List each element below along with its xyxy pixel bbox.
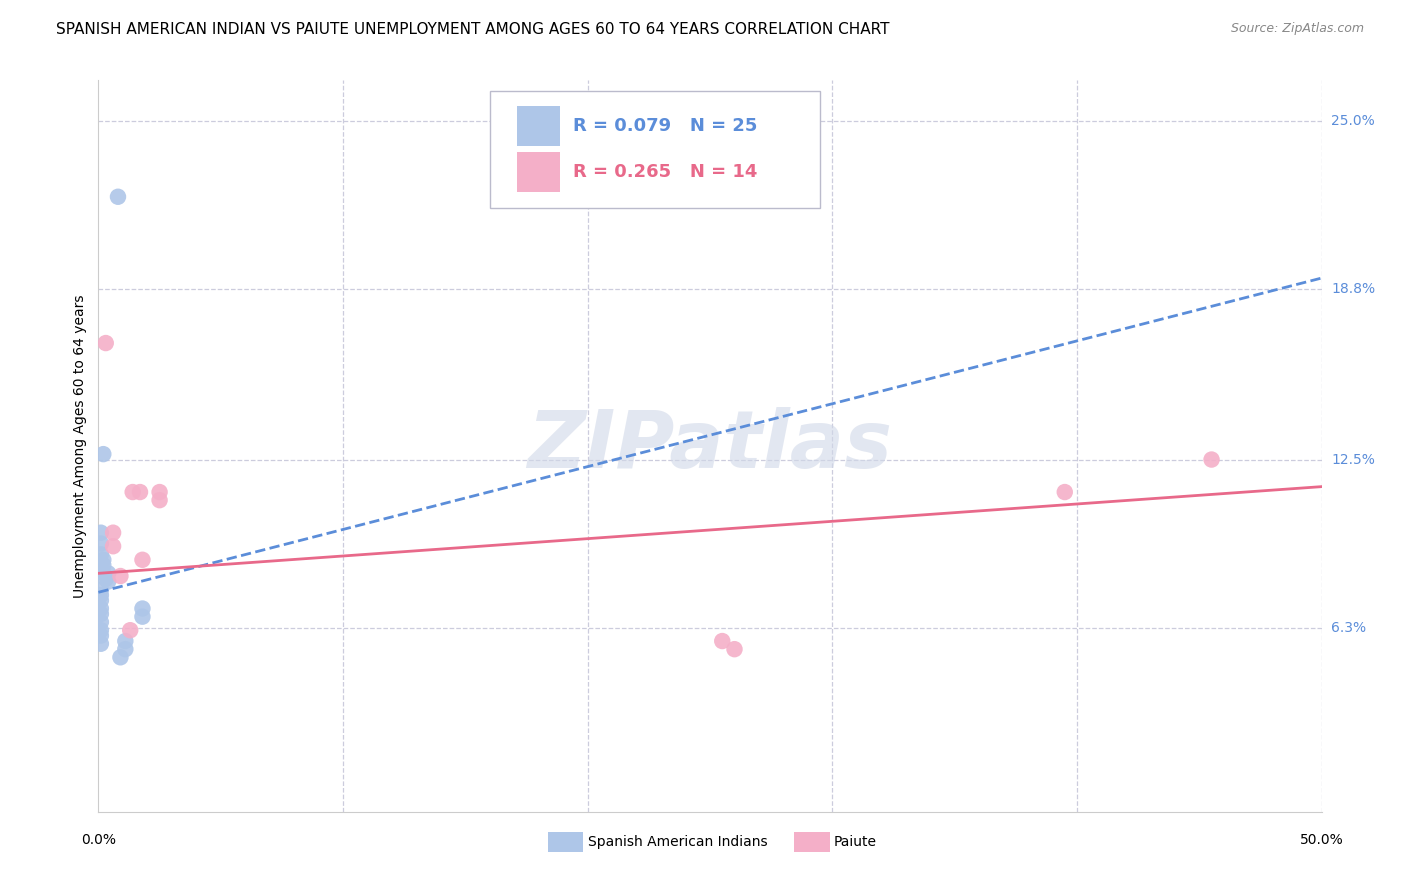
Point: [91, 447, 114, 461]
Point: [90, 629, 112, 643]
Point: [90, 547, 112, 561]
Point: [1201, 452, 1223, 467]
Point: [97, 566, 120, 581]
Point: [101, 539, 124, 553]
Text: 6.3%: 6.3%: [1331, 621, 1367, 634]
Point: [121, 485, 143, 500]
Text: Source: ZipAtlas.com: Source: ZipAtlas.com: [1230, 22, 1364, 36]
Text: R = 0.079   N = 25: R = 0.079 N = 25: [574, 118, 758, 136]
Point: [114, 634, 136, 648]
Point: [1053, 485, 1076, 500]
Point: [90, 637, 112, 651]
Text: SPANISH AMERICAN INDIAN VS PAIUTE UNEMPLOYMENT AMONG AGES 60 TO 64 YEARS CORRELA: SPANISH AMERICAN INDIAN VS PAIUTE UNEMPL…: [56, 22, 890, 37]
Text: 0.0%: 0.0%: [82, 833, 115, 847]
Text: 50.0%: 50.0%: [1299, 833, 1344, 847]
Bar: [517, 106, 560, 146]
FancyBboxPatch shape: [489, 91, 820, 209]
Text: Spanish American Indians: Spanish American Indians: [588, 835, 768, 849]
Point: [101, 525, 124, 540]
Point: [90, 525, 112, 540]
Point: [129, 485, 152, 500]
Point: [90, 624, 112, 638]
Point: [120, 624, 142, 638]
Point: [94, 572, 117, 586]
Text: Paiute: Paiute: [834, 835, 877, 849]
Point: [131, 553, 153, 567]
Point: [91, 566, 114, 581]
Text: 25.0%: 25.0%: [1331, 114, 1375, 128]
Point: [149, 493, 172, 508]
Point: [90, 536, 112, 550]
Point: [131, 601, 153, 615]
Point: [90, 615, 112, 629]
Point: [711, 634, 734, 648]
Point: [131, 609, 153, 624]
Text: ZIPatlas: ZIPatlas: [527, 407, 893, 485]
Text: 18.8%: 18.8%: [1331, 282, 1375, 296]
Y-axis label: Unemployment Among Ages 60 to 64 years: Unemployment Among Ages 60 to 64 years: [73, 294, 87, 598]
Text: 12.5%: 12.5%: [1331, 452, 1375, 467]
Point: [90, 588, 112, 602]
Point: [723, 642, 745, 657]
Point: [90, 582, 112, 597]
Text: R = 0.265   N = 14: R = 0.265 N = 14: [574, 162, 758, 181]
Point: [90, 601, 112, 615]
Point: [90, 607, 112, 621]
Point: [110, 650, 132, 665]
Point: [91, 558, 114, 573]
Point: [149, 485, 172, 500]
Point: [110, 569, 132, 583]
Point: [90, 593, 112, 607]
Point: [107, 190, 129, 204]
Point: [114, 642, 136, 657]
Point: [91, 553, 114, 567]
Bar: [517, 152, 560, 192]
Point: [94, 336, 117, 351]
Point: [97, 574, 120, 589]
